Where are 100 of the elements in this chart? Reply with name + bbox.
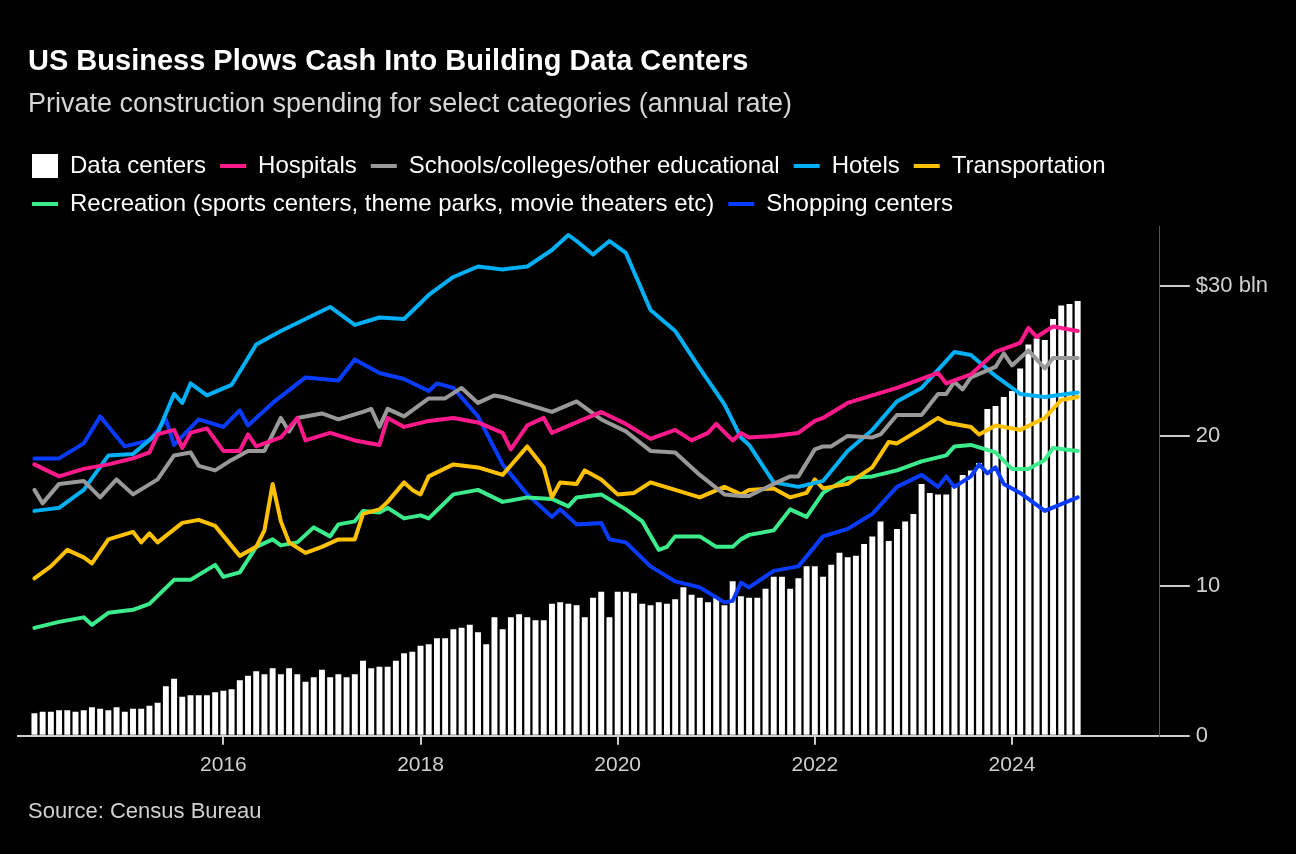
bar [277, 674, 284, 735]
y-tick-label: 10 [1195, 571, 1221, 597]
bar [696, 597, 703, 735]
bar [622, 591, 629, 735]
bar [80, 710, 87, 735]
bar [803, 566, 810, 735]
bar [245, 675, 251, 735]
bar [1041, 339, 1048, 735]
bar [705, 602, 711, 735]
x-tick-label: 2018 [397, 752, 444, 776]
bar [212, 692, 219, 735]
bar [935, 494, 941, 735]
bar [343, 677, 350, 735]
bar [614, 591, 621, 735]
bar [787, 588, 794, 735]
bar [409, 651, 416, 735]
bar [39, 711, 46, 735]
bar [959, 474, 966, 735]
bar [483, 644, 490, 735]
bar [852, 555, 859, 735]
bar [286, 668, 293, 735]
bar [639, 603, 646, 735]
x-tick-label: 2024 [988, 752, 1036, 776]
bar [967, 470, 974, 735]
bar [138, 708, 145, 735]
bar [458, 627, 465, 735]
bar [171, 678, 178, 735]
bar [56, 710, 63, 735]
bar [335, 674, 342, 735]
bar [770, 576, 777, 735]
bar [220, 690, 227, 735]
legend-label: Hospitals [258, 150, 357, 178]
bar [507, 617, 514, 735]
legend-label: Recreation (sports centers, theme parks, movie theaters etc) [70, 188, 715, 216]
bar [721, 605, 728, 735]
bar [581, 617, 588, 735]
bar [351, 674, 358, 735]
bar [844, 557, 851, 735]
bar [516, 614, 523, 735]
bar [269, 668, 276, 735]
bar [811, 566, 818, 735]
bar [310, 677, 317, 735]
bar [203, 695, 210, 735]
bar [737, 596, 744, 735]
bar [672, 599, 679, 735]
bar [499, 629, 506, 735]
bar [1050, 318, 1056, 735]
bar [565, 603, 572, 735]
bar [450, 629, 457, 735]
bar [1033, 338, 1040, 735]
bar [869, 536, 876, 735]
bar [318, 669, 325, 735]
bar [1025, 344, 1032, 735]
bar [466, 624, 473, 735]
bar [253, 671, 260, 735]
bar [146, 705, 153, 735]
bar [162, 686, 169, 735]
bar [475, 632, 481, 735]
bar [47, 711, 54, 735]
bar [746, 597, 753, 735]
bar [97, 708, 104, 735]
bar [713, 597, 720, 735]
bar [573, 605, 580, 735]
bar [88, 707, 95, 735]
y-tick-label: 20 [1195, 421, 1221, 447]
bar [64, 710, 71, 735]
bar [130, 708, 136, 735]
y-tick-label: $30 bln [1195, 272, 1269, 298]
bar [885, 540, 892, 735]
chart-title: US Business Plows Cash Into Building Data Centers [28, 44, 749, 77]
bar [795, 578, 802, 735]
bar [1009, 390, 1015, 735]
bar [680, 587, 687, 735]
bar [631, 593, 638, 735]
source-note: Source: Census Bureau [28, 798, 262, 824]
bar [606, 617, 613, 735]
chart-subtitle: Private construction spending for select categories (annual rate) [28, 88, 792, 119]
bar [1000, 396, 1007, 735]
bar [910, 513, 917, 735]
bar [557, 602, 564, 735]
bar [1058, 305, 1065, 735]
bar [861, 543, 868, 735]
bar [179, 696, 186, 735]
bar [663, 603, 670, 735]
bar [688, 594, 695, 735]
bar [327, 677, 334, 735]
bar [384, 666, 391, 735]
bar [113, 707, 120, 735]
bar [902, 521, 909, 735]
legend-label: Data centers [70, 150, 207, 178]
bar [425, 644, 432, 735]
bar [894, 528, 900, 735]
bar [442, 638, 449, 735]
bar [590, 597, 596, 735]
bar [392, 660, 399, 735]
bar [1017, 368, 1024, 735]
bar [598, 591, 605, 735]
legend-label: Hotels [831, 150, 900, 178]
bar [836, 552, 843, 735]
bar [31, 713, 38, 735]
